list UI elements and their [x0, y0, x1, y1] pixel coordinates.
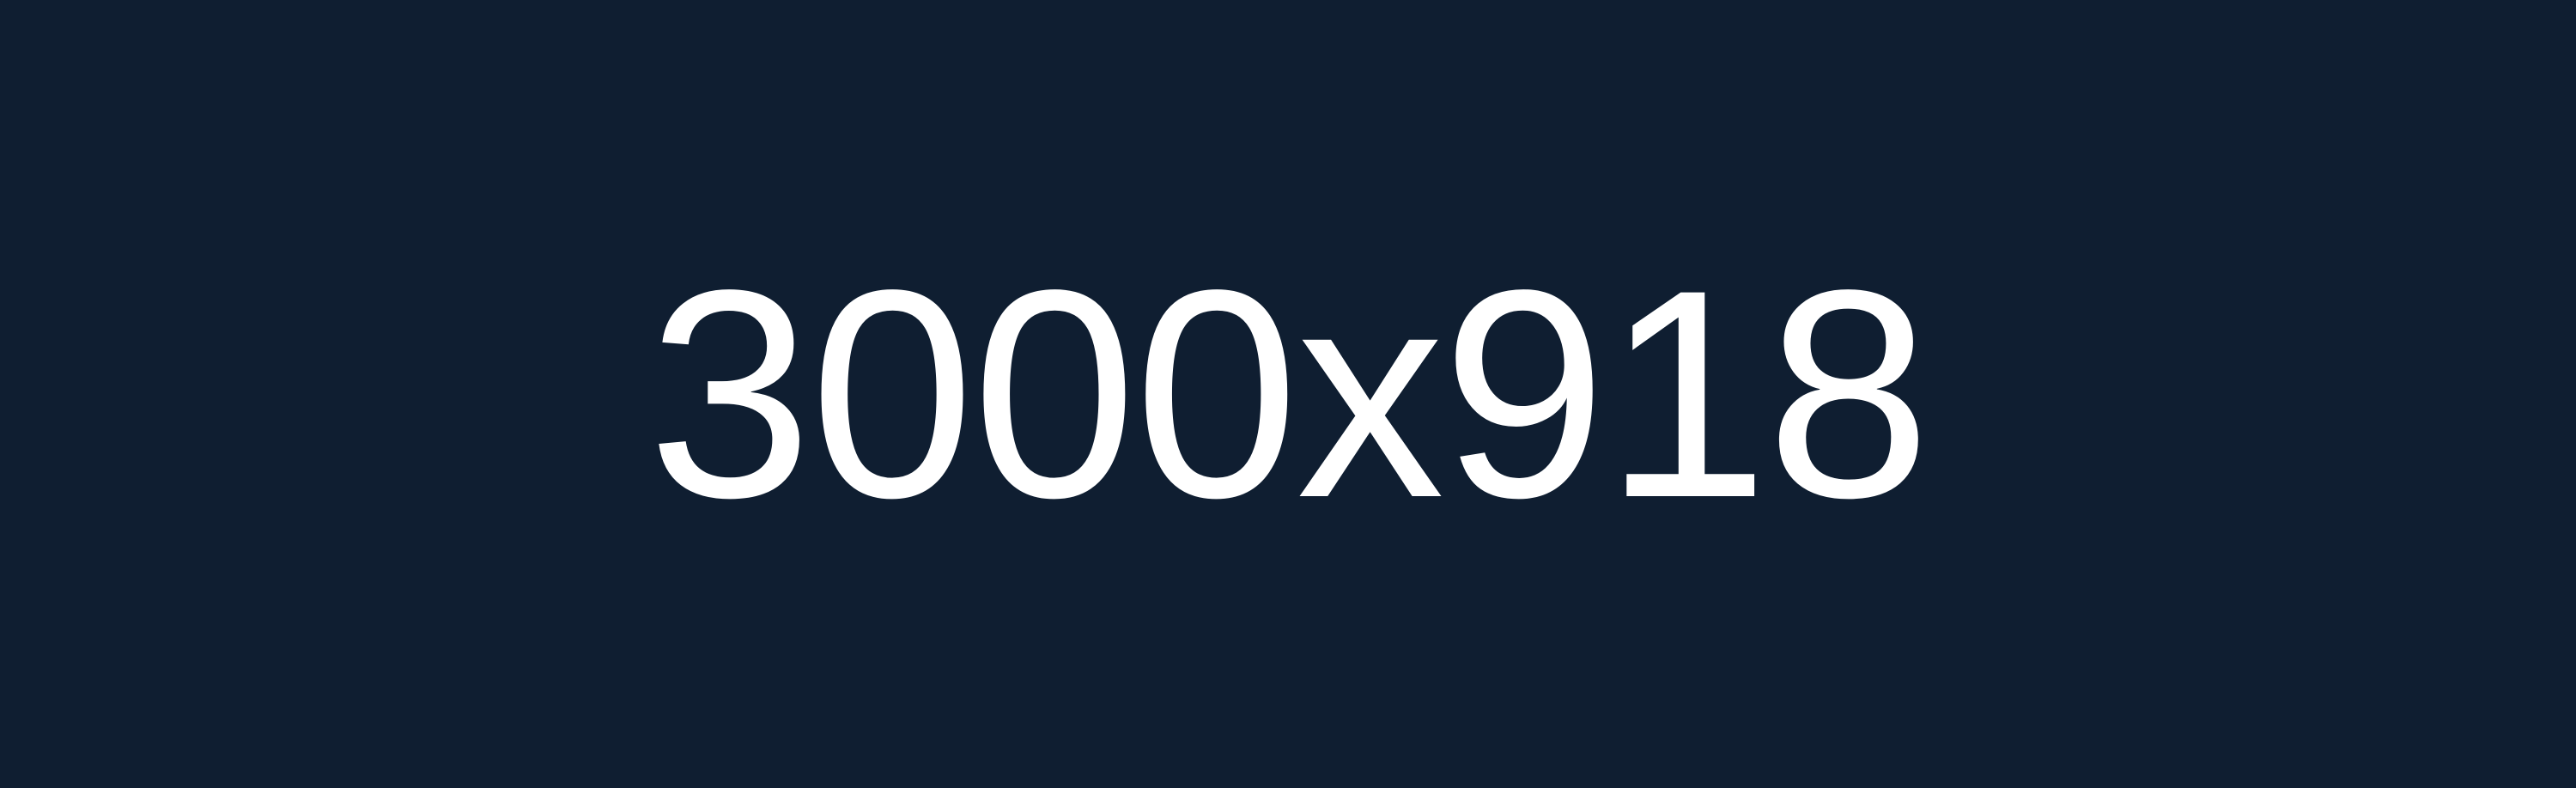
placeholder-canvas: 3000x918	[647, 228, 1931, 560]
dimension-label: 3000x918	[647, 228, 1931, 560]
